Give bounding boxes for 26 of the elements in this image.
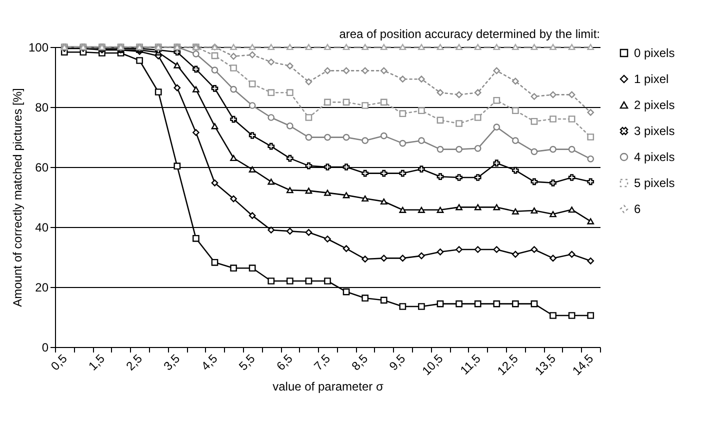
x-tick-label: 6,5 [274, 351, 296, 374]
x-tick-label: 7,5 [311, 351, 334, 374]
legend-label: 3 pixels [634, 124, 675, 138]
x-tick-label: 5,5 [236, 351, 258, 374]
y-axis-title: Amount of correctly matched pictures [%] [10, 88, 24, 307]
y-tick-label: 60 [35, 160, 49, 174]
legend-label: 1 pixel [634, 72, 669, 86]
legend-label: 5 pixels [634, 176, 675, 190]
x-tick-label: 8,5 [348, 351, 371, 374]
x-tick-label: 4,5 [198, 351, 220, 374]
x-tick-label: 3,5 [160, 351, 183, 374]
x-axis-title: value of parameter σ [272, 379, 384, 394]
y-tick-label: 100 [28, 40, 49, 54]
legend-title: area of position accuracy determined by the limit: [339, 27, 600, 41]
y-tick-label: 80 [35, 100, 49, 114]
legend-label: 6 [634, 202, 641, 216]
legend-label: 0 pixels [634, 46, 675, 60]
y-tick-label: 20 [35, 280, 49, 294]
legend-label: 2 pixels [634, 98, 675, 112]
y-tick-label: 40 [35, 220, 49, 234]
legend-label: 4 pixels [634, 150, 675, 164]
x-tick-label: 9,5 [386, 351, 408, 374]
x-tick-label: 2,5 [123, 351, 146, 374]
y-tick-label: 0 [42, 340, 49, 354]
x-tick-label: 0,5 [48, 351, 70, 374]
x-tick-label: 1,5 [86, 351, 108, 374]
